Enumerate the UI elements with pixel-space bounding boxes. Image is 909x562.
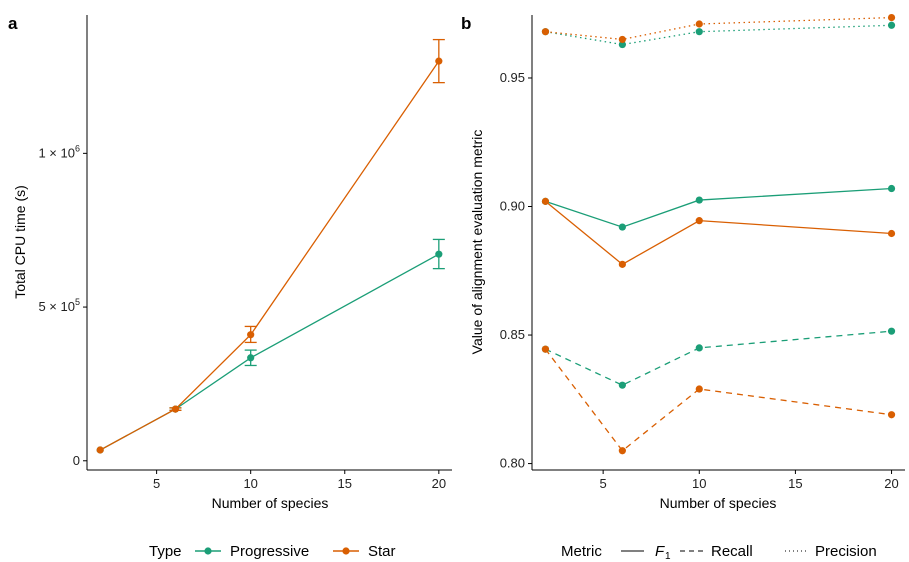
data-point [695, 217, 703, 225]
y-tick-label: 1 × 106 [38, 143, 80, 160]
series-line-star-precision [545, 16, 892, 41]
series-line-progressive-recall [545, 330, 892, 386]
data-point [695, 385, 703, 393]
data-point [695, 344, 703, 352]
panel-a-x-title: Number of species [212, 495, 329, 511]
y-tick-label: 0.95 [500, 70, 525, 85]
data-point [695, 28, 703, 36]
data-point [695, 20, 703, 28]
x-tick-label: 15 [338, 476, 352, 491]
legend-recall-label: Recall [711, 543, 753, 560]
panel-a-label: a [8, 14, 18, 33]
data-point [618, 223, 626, 231]
panel-a-series [96, 38, 445, 454]
panel-b-y-title: Value of alignment evaluation metric [469, 130, 485, 355]
data-point [618, 447, 626, 455]
data-point [618, 40, 626, 49]
data-point [618, 260, 626, 268]
legend-star-marker [342, 547, 350, 555]
data-point [541, 28, 550, 36]
data-point [887, 13, 896, 22]
legend-precision-label: Precision [815, 543, 877, 560]
x-tick-label: 20 [432, 476, 446, 491]
data-point [247, 331, 255, 339]
data-point [435, 57, 443, 65]
panel-a-x-ticks: 5 10 15 20 [153, 470, 446, 491]
x-tick-label: 20 [884, 476, 898, 491]
x-tick-label: 10 [692, 476, 706, 491]
legend-star-label: Star [368, 543, 396, 560]
y-tick-label: 0.80 [500, 456, 525, 471]
series-line-star-f1 [545, 200, 892, 266]
data-point [887, 229, 896, 238]
panel-b-label: b [461, 14, 471, 33]
data-point [618, 381, 626, 389]
panel-b-x-title: Number of species [660, 495, 777, 511]
legend-type-title: Type [149, 543, 182, 560]
legend-f1-subscript: 1 [665, 551, 671, 562]
panel-a-plot: Number of species Total CPU time (s) 0 5 … [12, 15, 452, 511]
panel-a-y-title: Total CPU time (s) [12, 185, 28, 299]
data-point [541, 197, 550, 205]
x-tick-label: 15 [788, 476, 802, 491]
data-point [541, 345, 550, 353]
panel-b-plot: Number of species Value of alignment eva… [469, 13, 905, 511]
y-tick-label: 0.85 [500, 327, 525, 342]
series-line-progressive-f1 [545, 187, 892, 228]
data-point [887, 327, 896, 335]
legend-f1-label: F [655, 543, 665, 560]
data-point [887, 411, 896, 419]
legend-progressive-label: Progressive [230, 543, 309, 560]
x-tick-label: 10 [243, 476, 257, 491]
data-point [887, 21, 896, 29]
x-tick-label: 5 [153, 476, 160, 491]
series-line-star [99, 60, 440, 451]
y-tick-label: 5 × 105 [38, 297, 80, 314]
panel-b-y-ticks: 0.80 0.85 0.90 0.95 [500, 70, 532, 471]
panel-a-y-ticks: 0 5 × 105 1 × 106 [38, 143, 87, 468]
legend-metric: Metric F 1 Recall Precision [561, 543, 877, 562]
data-point [618, 35, 626, 44]
series-line-progressive [99, 253, 440, 451]
y-tick-label: 0.90 [500, 199, 525, 214]
legend-progressive-marker [204, 547, 212, 555]
series-line-progressive-precision [545, 24, 892, 46]
data-point [435, 250, 443, 258]
x-tick-label: 5 [600, 476, 607, 491]
data-point [695, 196, 703, 204]
data-point [247, 354, 255, 362]
legend-type: Type Progressive Star [149, 543, 396, 560]
data-point [171, 405, 180, 413]
legend-metric-title: Metric [561, 543, 602, 560]
panel-b-x-ticks: 5 10 15 20 [600, 470, 899, 491]
panel-b-series [541, 13, 896, 455]
y-tick-label: 0 [73, 453, 80, 468]
series-line-star-recall [544, 348, 892, 452]
data-point [887, 184, 896, 193]
data-point [96, 446, 104, 454]
